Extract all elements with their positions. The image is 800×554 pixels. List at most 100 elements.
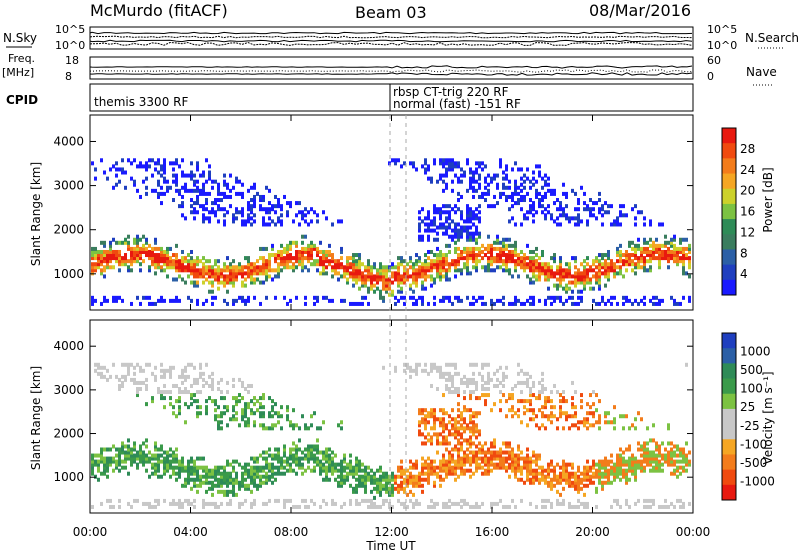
heatmap-cell bbox=[574, 486, 577, 491]
heatmap-cell bbox=[544, 498, 547, 503]
heatmap-cell bbox=[298, 262, 301, 267]
heatmap-cell bbox=[133, 237, 136, 242]
heatmap-cell bbox=[133, 456, 136, 461]
heatmap-cell bbox=[439, 222, 442, 227]
heatmap-cell bbox=[142, 259, 145, 264]
heatmap-cell bbox=[376, 477, 379, 482]
heatmap-cell bbox=[103, 462, 106, 467]
heatmap-cell bbox=[469, 393, 472, 398]
heatmap-cell bbox=[541, 249, 544, 254]
heatmap-cell bbox=[634, 249, 637, 254]
heatmap-cell bbox=[157, 262, 160, 267]
heatmap-cell bbox=[568, 219, 571, 224]
heatmap-cell bbox=[592, 411, 595, 416]
heatmap-cell bbox=[271, 471, 274, 476]
heatmap-cell bbox=[232, 265, 235, 270]
heatmap-cell bbox=[622, 456, 625, 461]
heatmap-cell bbox=[526, 262, 529, 267]
heatmap-cell bbox=[205, 405, 208, 410]
heatmap-cell bbox=[421, 237, 424, 242]
heatmap-cell bbox=[403, 362, 406, 367]
heatmap-cell bbox=[283, 262, 286, 267]
heatmap-cell bbox=[562, 498, 565, 503]
heatmap-cell bbox=[430, 365, 433, 370]
heatmap-cell bbox=[223, 280, 226, 285]
heatmap-cell bbox=[484, 402, 487, 407]
heatmap-cell bbox=[445, 465, 448, 470]
heatmap-cell bbox=[427, 414, 430, 419]
heatmap-cell bbox=[178, 501, 181, 506]
heatmap-cell bbox=[610, 459, 613, 464]
heatmap-cell bbox=[511, 462, 514, 467]
heatmap-cell bbox=[244, 256, 247, 261]
heatmap-cell bbox=[115, 173, 118, 178]
heatmap-cell bbox=[184, 185, 187, 190]
heatmap-cell bbox=[469, 420, 472, 425]
heatmap-cell bbox=[520, 465, 523, 470]
heatmap-cell bbox=[262, 450, 265, 455]
heatmap-cell bbox=[361, 462, 364, 467]
heatmap-cell bbox=[595, 201, 598, 206]
heatmap-cell bbox=[400, 486, 403, 491]
heatmap-cell bbox=[490, 459, 493, 464]
heatmap-cell bbox=[442, 438, 445, 443]
heatmap-cell bbox=[448, 249, 451, 254]
heatmap-cell bbox=[589, 210, 592, 215]
heatmap-cell bbox=[472, 253, 475, 258]
heatmap-cell bbox=[247, 383, 250, 388]
heatmap-cell bbox=[304, 423, 307, 428]
heatmap-cell bbox=[391, 471, 394, 476]
heatmap-cell bbox=[331, 265, 334, 270]
heatmap-cell bbox=[535, 453, 538, 458]
heatmap-cell bbox=[637, 259, 640, 264]
heatmap-cell bbox=[439, 423, 442, 428]
heatmap-cell bbox=[100, 365, 103, 370]
heatmap-cell bbox=[277, 459, 280, 464]
heatmap-cell bbox=[424, 265, 427, 270]
heatmap-cell bbox=[232, 301, 235, 306]
heatmap-cell bbox=[268, 216, 271, 221]
heatmap-cell bbox=[106, 456, 109, 461]
heatmap-cell bbox=[463, 498, 466, 503]
heatmap-cell bbox=[613, 295, 616, 300]
heatmap-cell bbox=[136, 240, 139, 245]
heatmap-cell bbox=[304, 256, 307, 261]
heatmap-cell bbox=[460, 447, 463, 452]
heatmap-cell bbox=[262, 194, 265, 199]
heatmap-cell bbox=[451, 456, 454, 461]
heatmap-cell bbox=[109, 504, 112, 509]
heatmap-cell bbox=[319, 468, 322, 473]
heatmap-cell bbox=[295, 456, 298, 461]
heatmap-cell bbox=[367, 259, 370, 264]
heatmap-cell bbox=[631, 240, 634, 245]
heatmap-cell bbox=[448, 465, 451, 470]
heatmap-cell bbox=[217, 468, 220, 473]
heatmap-cell bbox=[109, 243, 112, 248]
heatmap-cell bbox=[658, 262, 661, 267]
heatmap-cell bbox=[157, 459, 160, 464]
heatmap-cell bbox=[403, 268, 406, 273]
heatmap-cell bbox=[529, 179, 532, 184]
heatmap-cell bbox=[406, 477, 409, 482]
heatmap-cell bbox=[598, 301, 601, 306]
heatmap-cell bbox=[523, 173, 526, 178]
heatmap-cell bbox=[340, 459, 343, 464]
heatmap-cell bbox=[478, 429, 481, 434]
heatmap-cell bbox=[631, 301, 634, 306]
heatmap-cell bbox=[499, 408, 502, 413]
heatmap-cell bbox=[184, 477, 187, 482]
heatmap-cell bbox=[526, 210, 529, 215]
heatmap-cell bbox=[247, 402, 250, 407]
heatmap-cell bbox=[304, 447, 307, 452]
heatmap-cell bbox=[355, 498, 358, 503]
heatmap-cell bbox=[445, 474, 448, 479]
heatmap-cell bbox=[559, 471, 562, 476]
heatmap-cell bbox=[247, 188, 250, 193]
heatmap-cell bbox=[265, 210, 268, 215]
heatmap-cell bbox=[493, 383, 496, 388]
heatmap-cell bbox=[658, 504, 661, 509]
heatmap-cell bbox=[118, 504, 121, 509]
heatmap-cell bbox=[169, 453, 172, 458]
heatmap-cell bbox=[466, 216, 469, 221]
heatmap-cell bbox=[562, 426, 565, 431]
